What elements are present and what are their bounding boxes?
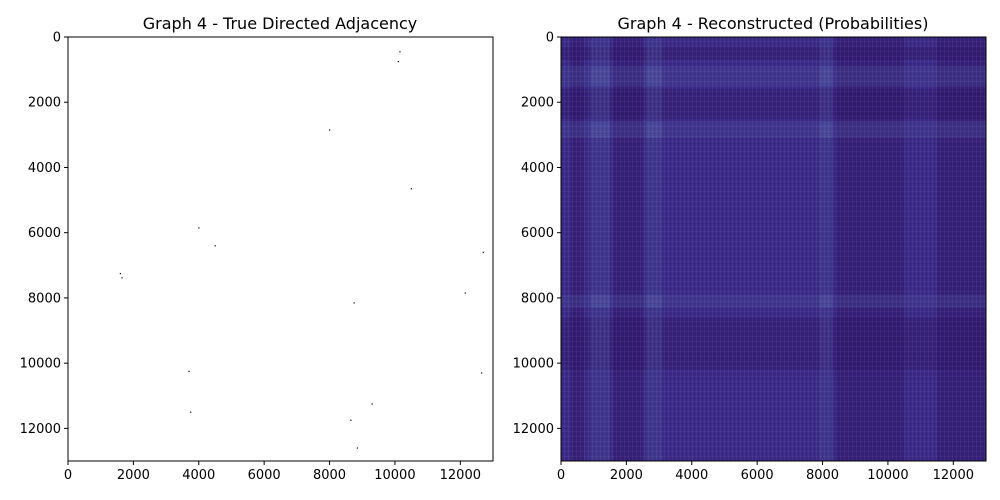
true-adjacency-panel: Graph 4 - True Directed Adjacency 0 2000 4…	[20, 14, 494, 483]
y-tick-label: 10000	[513, 357, 554, 372]
y-tick-label: 6000	[521, 226, 554, 241]
x-tick-label: 2000	[117, 468, 150, 483]
x-tick-label: 10000	[867, 468, 908, 483]
y-tick-label: 2000	[28, 96, 61, 111]
x-axis: 0 2000 4000 6000 8000 10000 12000	[64, 461, 481, 483]
edge-point	[214, 245, 216, 247]
x-tick-label: 0	[557, 468, 565, 483]
edge-point	[353, 302, 355, 304]
y-tick-label: 0	[546, 31, 554, 46]
x-tick-label: 6000	[741, 468, 774, 483]
y-tick-label: 6000	[28, 226, 61, 241]
x-tick-label: 4000	[675, 468, 708, 483]
edge-point	[121, 277, 123, 279]
reconstructed-panel: Graph 4 - Reconstructed (Probabilities) …	[513, 14, 987, 483]
y-tick-label: 0	[53, 31, 61, 46]
edge-point	[190, 411, 192, 413]
edge-point	[119, 272, 122, 275]
x-tick-label: 4000	[182, 468, 215, 483]
y-tick-label: 4000	[28, 161, 61, 176]
heatmap-texture-horizontal	[561, 37, 986, 461]
x-tick-label: 12000	[440, 468, 481, 483]
edge-point	[371, 403, 373, 405]
plot-area	[68, 37, 493, 461]
plot-frame	[560, 36, 987, 462]
edge-point	[410, 188, 412, 190]
y-tick-label: 12000	[20, 422, 61, 437]
x-tick-label: 10000	[374, 468, 415, 483]
x-tick-label: 2000	[610, 468, 643, 483]
y-tick-label: 12000	[513, 422, 554, 437]
edge-point	[481, 372, 483, 374]
edge-point	[198, 227, 200, 229]
y-tick-label: 10000	[20, 357, 61, 372]
y-tick-label: 4000	[521, 161, 554, 176]
y-tick-label: 8000	[28, 291, 61, 306]
edge-point	[350, 419, 352, 421]
edge-point	[464, 292, 466, 294]
edge-point	[188, 370, 190, 373]
edge-point	[397, 60, 399, 63]
panel-title: Graph 4 - Reconstructed (Probabilities)	[618, 14, 929, 33]
y-axis: 0 2000 4000 6000 8000 10000 12000	[513, 31, 561, 437]
edge-point	[399, 51, 401, 53]
edge-point	[356, 447, 359, 449]
x-tick-label: 0	[64, 468, 72, 483]
plot-frame	[67, 36, 494, 462]
y-tick-label: 8000	[521, 291, 554, 306]
adjacency-marks	[119, 51, 484, 449]
y-tick-label: 2000	[521, 96, 554, 111]
y-axis: 0 2000 4000 6000 8000 10000 12000	[20, 31, 68, 437]
x-axis: 0 2000 4000 6000 8000 10000 12000	[557, 461, 974, 483]
x-tick-label: 8000	[313, 468, 346, 483]
panel-title: Graph 4 - True Directed Adjacency	[143, 14, 417, 33]
x-tick-label: 8000	[806, 468, 839, 483]
x-tick-label: 6000	[248, 468, 281, 483]
edge-point	[329, 129, 331, 131]
edge-point	[482, 251, 484, 253]
x-tick-label: 12000	[933, 468, 974, 483]
